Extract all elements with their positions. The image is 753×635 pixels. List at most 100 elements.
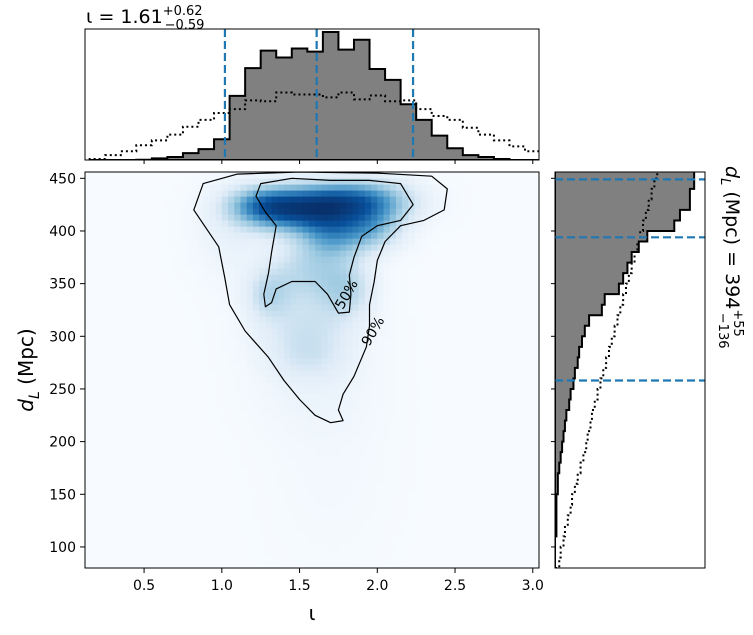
- heatmap-cell: [501, 226, 509, 233]
- heatmap-cell: [414, 346, 422, 353]
- heatmap-cell: [103, 484, 111, 491]
- heatmap-cell: [259, 418, 266, 425]
- heatmap-cell: [339, 346, 347, 353]
- heatmap-cell: [507, 322, 515, 329]
- heatmap-cell: [514, 262, 521, 269]
- heatmap-cell: [296, 484, 304, 491]
- heatmap-cell: [277, 466, 285, 473]
- heatmap-cell: [352, 334, 360, 341]
- heatmap-cell: [246, 292, 254, 299]
- heatmap-cell: [526, 304, 534, 311]
- heatmap-cell: [296, 244, 304, 251]
- heatmap-cell: [234, 238, 242, 245]
- heatmap-cell: [240, 268, 248, 275]
- heatmap-cell: [116, 196, 123, 203]
- heatmap-cell: [128, 262, 136, 269]
- heatmap-cell: [402, 436, 409, 443]
- heatmap-cell: [520, 232, 528, 239]
- heatmap-cell: [159, 484, 167, 491]
- heatmap-cell: [109, 376, 117, 383]
- heatmap-cell: [358, 184, 366, 191]
- heatmap-cell: [277, 484, 285, 491]
- heatmap-cell: [414, 370, 422, 377]
- heatmap-cell: [153, 526, 161, 533]
- heatmap-cell: [85, 232, 92, 239]
- heatmap-cell: [221, 322, 229, 329]
- heatmap-cell: [228, 328, 235, 335]
- heatmap-cell: [514, 238, 521, 245]
- heatmap-cell: [458, 478, 465, 485]
- heatmap-cell: [308, 244, 316, 251]
- heatmap-cell: [240, 430, 248, 437]
- heatmap-cell: [402, 190, 409, 197]
- heatmap-cell: [252, 496, 260, 503]
- heatmap-cell: [464, 514, 472, 521]
- heatmap-cell: [271, 334, 279, 341]
- heatmap-cell: [116, 346, 123, 353]
- heatmap-cell: [85, 280, 92, 287]
- heatmap-cell: [333, 538, 341, 545]
- heatmap-cell: [414, 442, 422, 449]
- heatmap-cell: [228, 424, 235, 431]
- heatmap-cell: [470, 550, 478, 557]
- heatmap-cell: [302, 268, 310, 275]
- heatmap-cell: [234, 532, 242, 539]
- heatmap-cell: [203, 208, 210, 215]
- heatmap-cell: [501, 232, 509, 239]
- heatmap-cell: [246, 412, 254, 419]
- heatmap-cell: [389, 358, 397, 365]
- heatmap-cell: [178, 268, 186, 275]
- heatmap-cell: [470, 208, 478, 215]
- heatmap-cell: [302, 388, 310, 395]
- heatmap-cell: [364, 286, 372, 293]
- heatmap-cell: [346, 214, 354, 221]
- heatmap-cell: [85, 340, 92, 347]
- heatmap-cell: [234, 550, 242, 557]
- heatmap-cell: [284, 520, 291, 527]
- heatmap-cell: [240, 514, 248, 521]
- heatmap-cell: [483, 268, 490, 275]
- heatmap-cell: [433, 364, 441, 371]
- heatmap-cell: [147, 286, 155, 293]
- heatmap-cell: [147, 544, 155, 551]
- heatmap-cell: [470, 280, 478, 287]
- credible-contours: [193, 172, 448, 424]
- heatmap-cell: [221, 460, 229, 467]
- heatmap-cell: [308, 538, 316, 545]
- heatmap-cell: [526, 454, 534, 461]
- heatmap-cell: [458, 274, 465, 281]
- heatmap-cell: [147, 214, 155, 221]
- heatmap-cell: [389, 496, 397, 503]
- heatmap-cell: [271, 508, 279, 515]
- heatmap-cell: [228, 532, 235, 539]
- heatmap-cell: [284, 274, 291, 281]
- heatmap-cell: [427, 508, 434, 515]
- heatmap-cell: [346, 190, 354, 197]
- heatmap-cell: [128, 322, 136, 329]
- heatmap-cell: [526, 532, 534, 539]
- heatmap-cell: [445, 250, 453, 257]
- heatmap-cell: [184, 304, 192, 311]
- heatmap-cell: [159, 430, 167, 437]
- heatmap-cell: [427, 304, 434, 311]
- heatmap-cell: [97, 250, 105, 257]
- heatmap-cell: [290, 514, 298, 521]
- heatmap-cell: [172, 346, 179, 353]
- heatmap-cell: [445, 262, 453, 269]
- heatmap-cell: [184, 364, 192, 371]
- heatmap-cell: [296, 454, 304, 461]
- heatmap-cell: [215, 232, 223, 239]
- heatmap-cell: [383, 352, 391, 359]
- heatmap-cell: [165, 430, 173, 437]
- heatmap-cell: [190, 424, 198, 431]
- heatmap-cell: [203, 388, 210, 395]
- heatmap-cell: [153, 226, 161, 233]
- heatmap-cell: [221, 550, 229, 557]
- heatmap-cell: [389, 502, 397, 509]
- heatmap-cell: [159, 448, 167, 455]
- heatmap-cell: [116, 508, 123, 515]
- heatmap-cell: [495, 406, 503, 413]
- heatmap-cell: [402, 490, 409, 497]
- heatmap-cell: [265, 472, 273, 479]
- heatmap-cell: [427, 346, 434, 353]
